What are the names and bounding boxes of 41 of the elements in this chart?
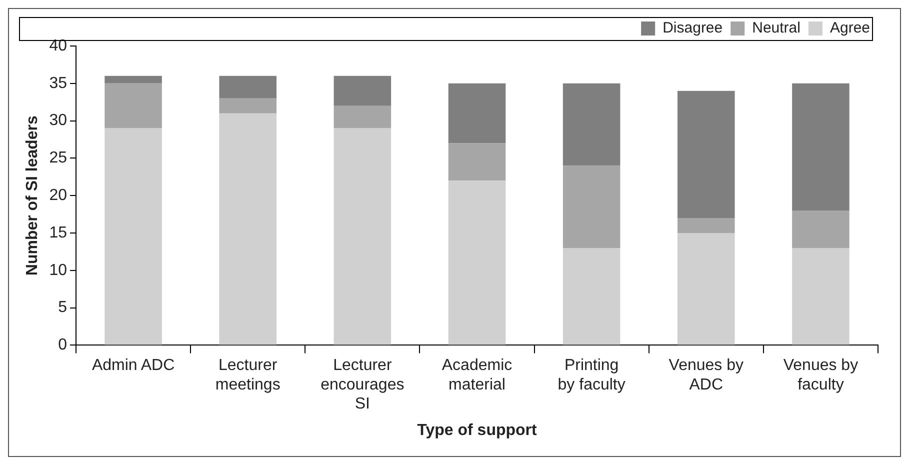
y-tick-label: 0 xyxy=(58,336,68,354)
bar xyxy=(334,76,392,106)
bar xyxy=(792,210,850,248)
y-axis-title: Number of SI leaders xyxy=(24,115,42,276)
x-tick-label: Venues by faculty xyxy=(783,357,858,394)
x-tick-label: Venues by ADC xyxy=(668,357,744,394)
x-axis-title: Type of support xyxy=(417,422,538,439)
y-tick-label: 25 xyxy=(49,150,68,167)
bar xyxy=(678,218,735,233)
bar xyxy=(792,248,850,345)
bar xyxy=(678,233,735,345)
y-tick-label: 35 xyxy=(49,74,68,92)
bar xyxy=(562,248,620,345)
bar xyxy=(104,83,162,128)
legend-label: Agree xyxy=(830,20,870,37)
bar xyxy=(562,166,620,248)
bar xyxy=(792,83,850,211)
bar xyxy=(219,76,276,98)
legend-label: Disagree xyxy=(662,20,723,37)
legend-label: Neutral xyxy=(752,20,800,37)
y-tick-label: 10 xyxy=(49,262,68,279)
bar xyxy=(334,106,392,128)
x-tick-label: Lecturer meetings xyxy=(215,357,280,394)
bar xyxy=(448,180,506,345)
bar xyxy=(219,98,276,114)
x-tick-label: Admin ADC xyxy=(92,357,175,374)
x-tick-label: Lecturer encourages SI xyxy=(320,357,404,413)
bar xyxy=(104,128,162,345)
x-tick-label: Academic material xyxy=(442,357,512,394)
bar xyxy=(448,83,506,144)
bar xyxy=(678,90,735,218)
y-tick-label: 20 xyxy=(49,187,68,204)
bar xyxy=(448,143,506,181)
bar xyxy=(562,83,620,166)
y-tick-label: 5 xyxy=(58,299,68,316)
bar xyxy=(219,113,276,345)
y-tick-label: 15 xyxy=(49,224,68,242)
bar xyxy=(334,128,392,345)
y-tick-label: 30 xyxy=(49,112,68,130)
x-tick-label: Printing by faculty xyxy=(558,357,626,394)
bar xyxy=(104,76,162,84)
